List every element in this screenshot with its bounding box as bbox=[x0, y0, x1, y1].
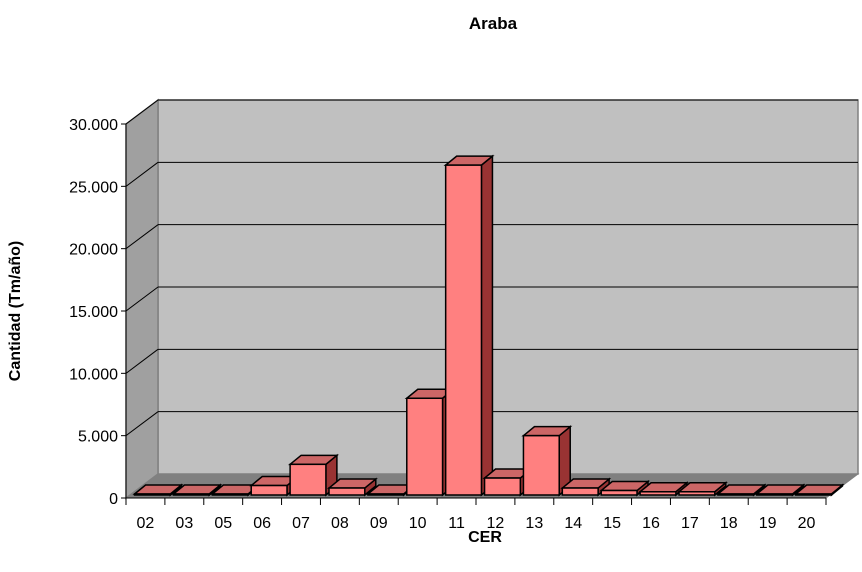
x-tick-label: 07 bbox=[292, 515, 310, 532]
x-tick-label: 08 bbox=[331, 515, 349, 532]
x-tick-label: 12 bbox=[487, 515, 505, 532]
bar-front bbox=[717, 493, 755, 496]
gridline-side bbox=[125, 348, 159, 374]
x-tick-label: 02 bbox=[137, 515, 155, 532]
bar-20 bbox=[793, 483, 845, 497]
bar-front bbox=[289, 463, 327, 496]
bar-08 bbox=[326, 477, 378, 497]
gridline-side bbox=[125, 99, 159, 125]
bar-front bbox=[444, 164, 483, 496]
bar-front bbox=[483, 477, 522, 496]
bar-front bbox=[328, 487, 366, 496]
bar-front bbox=[367, 493, 405, 496]
bar-07 bbox=[288, 453, 339, 497]
y-tick-label: 5.000 bbox=[78, 429, 118, 446]
x-tick-label: 11 bbox=[448, 515, 465, 532]
y-tick-label: 0 bbox=[109, 491, 118, 508]
bar-18 bbox=[715, 483, 767, 497]
x-tick-label: 05 bbox=[214, 515, 232, 532]
bar-11 bbox=[443, 154, 495, 497]
bar-03 bbox=[171, 483, 223, 497]
bar-front bbox=[561, 487, 599, 496]
chart-title: Araba bbox=[468, 14, 518, 33]
x-tick-label: 03 bbox=[175, 515, 193, 532]
x-tick-label: 19 bbox=[759, 515, 777, 532]
bar-02 bbox=[132, 483, 184, 497]
x-tick-label: 16 bbox=[642, 515, 660, 532]
gridline-side bbox=[125, 411, 159, 437]
y-tick-label: 10.000 bbox=[69, 366, 118, 383]
bar-front bbox=[794, 493, 833, 496]
y-tick-label: 30.000 bbox=[69, 117, 118, 134]
gridline-side bbox=[125, 286, 159, 312]
y-tick-label: 15.000 bbox=[69, 304, 118, 321]
gridline-side bbox=[125, 224, 159, 250]
bar-front bbox=[250, 484, 288, 496]
x-tick-label: 14 bbox=[564, 515, 582, 532]
bar-front bbox=[678, 491, 716, 496]
bar-front bbox=[406, 397, 444, 496]
x-axis-label: CER bbox=[468, 529, 502, 546]
bar-front bbox=[756, 493, 794, 496]
x-tick-label: 17 bbox=[681, 515, 699, 532]
bar-side bbox=[480, 154, 494, 497]
x-tick-label: 20 bbox=[798, 515, 816, 532]
bar-front bbox=[522, 434, 560, 496]
bar-front bbox=[211, 493, 249, 496]
bar-13 bbox=[521, 425, 573, 497]
bar-front bbox=[172, 493, 210, 496]
bar-12 bbox=[482, 467, 534, 497]
x-tick-label: 06 bbox=[253, 515, 271, 532]
x-tick-label: 13 bbox=[525, 515, 543, 532]
bar-front bbox=[133, 493, 172, 496]
x-tick-label: 09 bbox=[370, 515, 388, 532]
x-tick-label: 10 bbox=[409, 515, 427, 532]
y-tick-label: 20.000 bbox=[69, 242, 118, 259]
bar-17 bbox=[676, 481, 728, 497]
bar-19 bbox=[754, 483, 806, 497]
x-tick-label: 15 bbox=[603, 515, 621, 532]
y-tick-label: 25.000 bbox=[69, 179, 118, 196]
gridline-side bbox=[125, 161, 159, 187]
bar-front bbox=[600, 489, 638, 496]
bar-front bbox=[639, 491, 677, 496]
x-tick-label: 18 bbox=[720, 515, 738, 532]
